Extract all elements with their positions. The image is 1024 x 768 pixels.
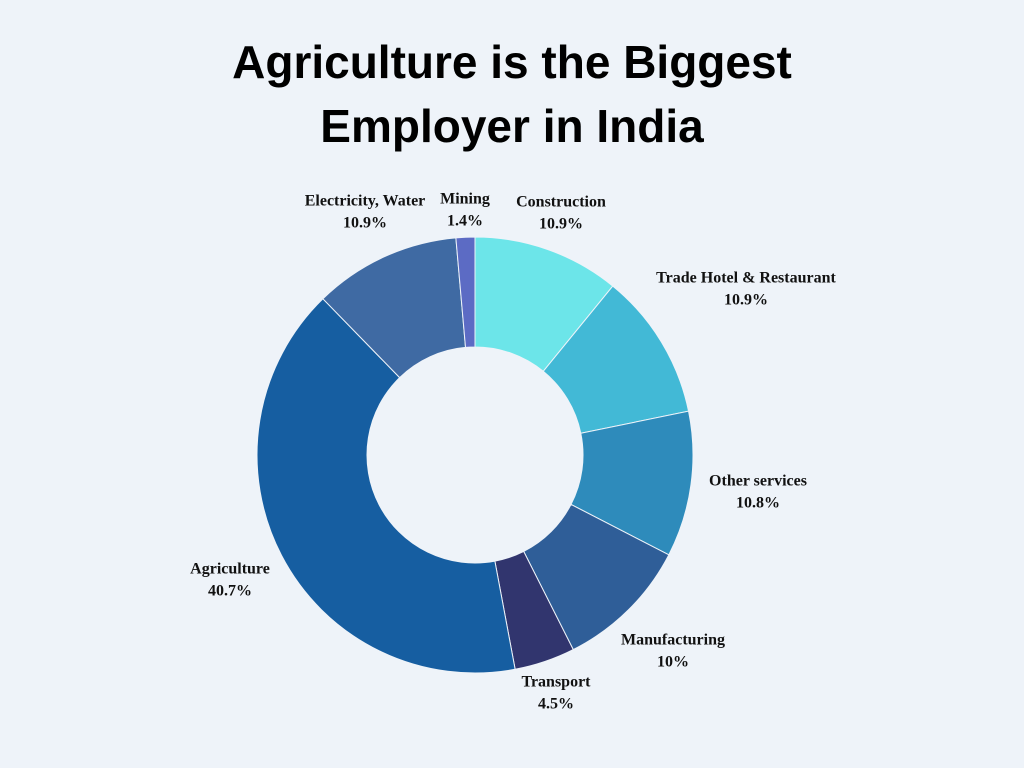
value-label: 10.9% <box>724 292 768 309</box>
slice-label: Electricity, Water <box>305 193 426 210</box>
slice-label: Construction <box>516 194 606 211</box>
title-box: Agriculture is the Biggest Employer in I… <box>0 30 1024 158</box>
donut-slice <box>256 298 516 674</box>
value-label: 10.8% <box>736 495 780 512</box>
slice-label: Mining <box>440 191 490 208</box>
slice-label: Manufacturing <box>621 632 725 649</box>
slice-label: Trade Hotel & Restaurant <box>656 270 836 287</box>
value-label: 10.9% <box>343 215 387 232</box>
chart-title: Agriculture is the Biggest Employer in I… <box>232 36 792 152</box>
slice-label: Other services <box>709 473 807 490</box>
value-label: 10% <box>657 654 689 671</box>
value-label: 4.5% <box>538 696 574 713</box>
slice-label: Transport <box>521 674 591 691</box>
donut-slice <box>455 236 476 348</box>
value-label: 1.4% <box>447 213 483 230</box>
value-label: 10.9% <box>539 216 583 233</box>
slice-label: Agriculture <box>190 561 270 578</box>
value-label: 40.7% <box>208 583 252 600</box>
